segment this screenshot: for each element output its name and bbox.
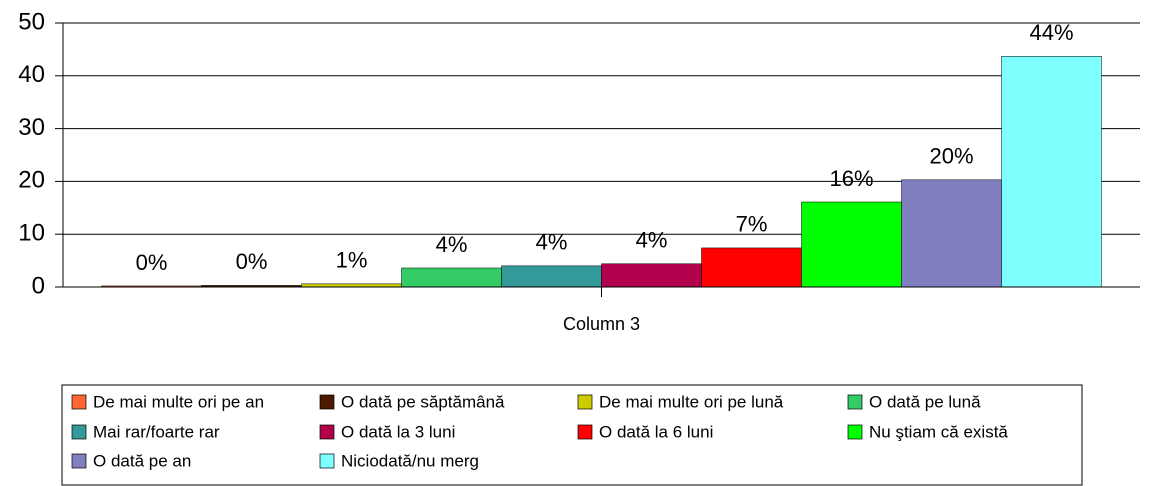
y-tick-label: 40 <box>18 61 45 88</box>
legend-label: O dată pe săptămână <box>341 392 505 411</box>
legend-label: O dată pe lună <box>869 392 981 411</box>
legend-swatch <box>847 424 863 440</box>
y-tick-label: 30 <box>18 114 45 141</box>
legend-label: O dată la 3 luni <box>341 422 455 441</box>
bar <box>401 267 502 288</box>
data-label: 1% <box>336 248 368 273</box>
data-label: 16% <box>829 166 873 191</box>
legend-label: Niciodată/nu merg <box>341 451 479 470</box>
data-label: 4% <box>536 230 568 255</box>
x-tick-label: Column 3 <box>563 314 640 334</box>
legend-swatch <box>319 424 335 440</box>
bar <box>801 201 902 288</box>
y-tick-label: 10 <box>18 220 45 247</box>
y-tick-label: 0 <box>32 272 45 299</box>
y-tick-label: 20 <box>18 167 45 194</box>
data-label: 20% <box>929 144 973 169</box>
legend-label: O dată la 6 luni <box>599 422 713 441</box>
legend-label: Mai rar/foarte rar <box>93 422 220 441</box>
legend-label: De mai multe ori pe lună <box>599 392 784 411</box>
legend-swatch <box>71 424 87 440</box>
data-label: 0% <box>136 250 168 275</box>
bar <box>901 179 1002 288</box>
legend-label: O dată pe an <box>93 451 191 470</box>
legend-box <box>61 384 1083 486</box>
legend-label: Nu ştiam că există <box>869 422 1008 441</box>
legend-swatch <box>847 394 863 410</box>
data-label: 7% <box>736 212 768 237</box>
legend-swatch <box>71 453 87 469</box>
data-label: 0% <box>236 249 268 274</box>
bar <box>501 265 602 288</box>
bar <box>1001 56 1102 288</box>
data-label: 44% <box>1029 20 1073 45</box>
y-tick-label: 50 <box>18 8 45 35</box>
legend-swatch <box>71 394 87 410</box>
legend-swatch <box>319 394 335 410</box>
legend-label: De mai multe ori pe an <box>93 392 264 411</box>
data-label: 4% <box>636 228 668 253</box>
legend-swatch <box>577 424 593 440</box>
data-label: 4% <box>436 232 468 257</box>
legend-swatch <box>319 453 335 469</box>
legend-swatch <box>577 394 593 410</box>
bar <box>701 247 802 288</box>
bar <box>601 263 702 288</box>
